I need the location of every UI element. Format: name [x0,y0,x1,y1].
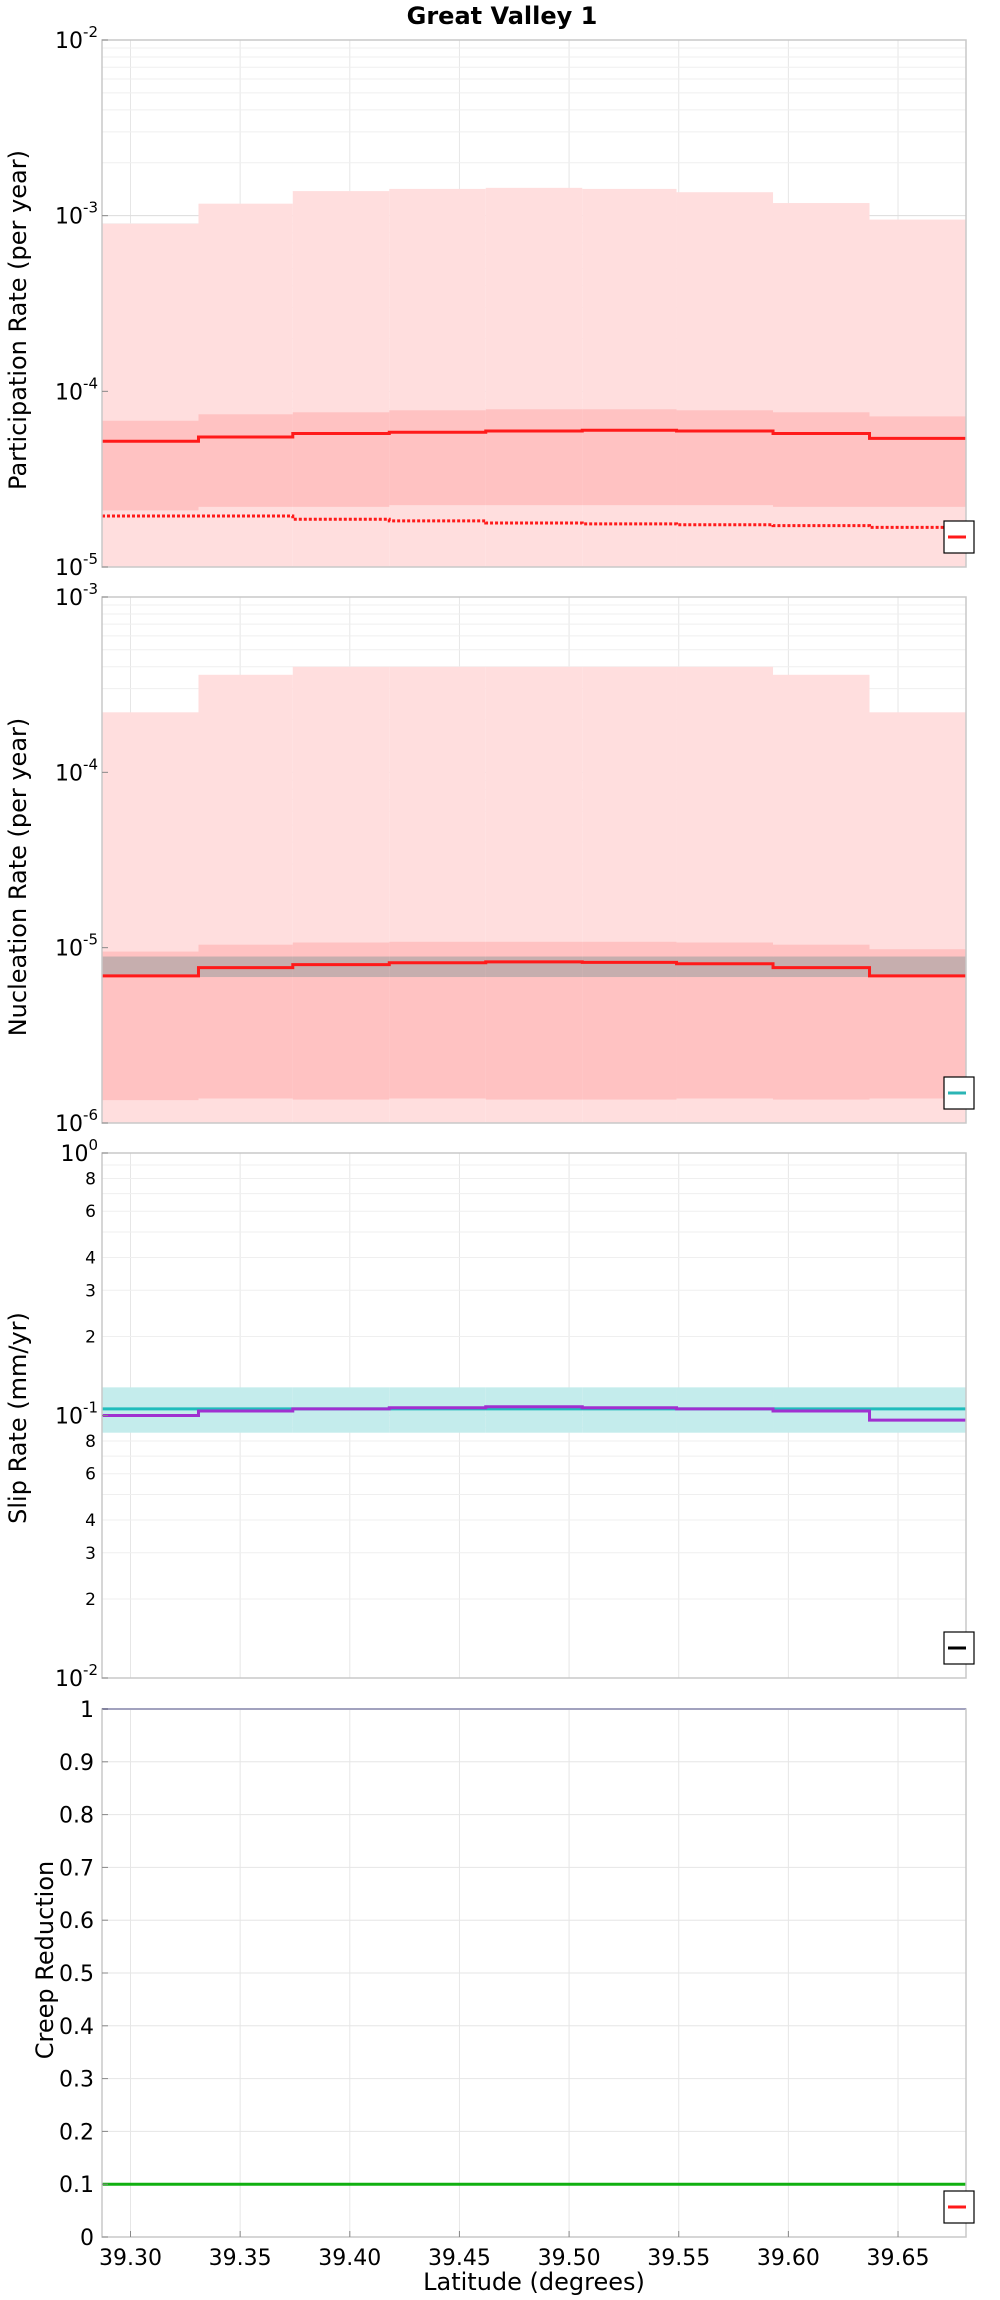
band-segment [676,410,774,506]
band-segment [869,219,966,567]
y-tick-label: 1 [80,1698,94,1723]
y-tick-label: 10-5 [55,550,98,581]
band-segment [102,956,199,978]
y-tick-labels: 0 0.1 0.2 0.3 0.4 0.5 0.6 0.7 0.8 0.9 1 [59,1698,108,2251]
y-tick-label: 0.3 [59,2068,94,2093]
band-segment [389,188,486,568]
y-tick-label: 10-4 [55,374,98,405]
slip-rate-panel: 10-2 10-1 100 2 3 4 6 8 2 3 4 6 8 [55,1136,975,1692]
y-tick-label: 0.1 [59,2173,94,2198]
y-minor-tick-label: 3 [85,1544,96,1564]
y-minor-tick-label: 4 [85,1248,96,1268]
band-segment [869,416,966,507]
band-segment [582,956,677,978]
y-tick-label: 10-2 [55,23,98,54]
x-tick-label: 39.65 [867,2246,930,2271]
y-minor-tick-label: 8 [85,1169,96,1189]
x-tick-label: 39.50 [538,2246,601,2271]
y-minor-tick-label: 2 [85,1590,96,1610]
y-tick-label: 0.7 [59,1856,94,1881]
chart-title: Great Valley 1 [407,2,598,30]
y-tick-labels: 10-6 10-5 10-4 10-3 [55,580,108,1137]
band-segment [869,956,966,978]
band-inner [102,409,966,511]
y-tick-label: 0.4 [59,2015,94,2040]
y-minor-tick-label: 4 [85,1511,96,1531]
y-axis-label: Slip Rate (mm/yr) [4,1312,32,1524]
y-axis-label: Creep Reduction [31,1861,59,2059]
band-segment [198,203,293,567]
y-minor-tick-label: 3 [85,1281,96,1301]
x-tick-label: 39.60 [757,2246,820,2271]
series-line-mean [102,428,966,443]
y-tick-label: 0.9 [59,1751,94,1776]
y-tick-label: 0.6 [59,1909,94,1934]
y-tick-labels: 10-2 10-1 100 2 3 4 6 8 2 3 4 6 8 [55,1136,108,1692]
y-tick-label: 10-5 [55,931,98,962]
y-tick-label: 10-2 [55,1661,98,1692]
plot-frame [101,39,967,568]
plot-frame [101,596,967,1124]
x-tick-label: 39.45 [428,2246,491,2271]
y-minor-tick-label: 6 [85,1202,96,1222]
nucleation-rate-panel: 10-6 10-5 10-4 10-3 [55,580,975,1137]
band-segment [773,203,870,567]
band-segment [292,956,390,978]
x-tick-label: 39.55 [647,2246,710,2271]
band-segment [198,414,293,507]
y-axis-label: Participation Rate (per year) [4,150,32,490]
participation-legend [943,520,975,554]
band-segment [389,410,486,506]
y-tick-label: 10-6 [55,1106,98,1137]
participation-rate-panel: 10-5 10-4 10-3 10-2 [55,23,975,581]
x-tick-label: 39.30 [99,2246,162,2271]
y-minor-tick-label: 8 [85,1432,96,1452]
slip-rate-legend [943,1631,975,1665]
band-segment [485,187,583,567]
y-tick-label: 0 [80,2226,94,2251]
y-tick-label: 10-1 [55,1399,98,1430]
y-minor-tick-label: 6 [85,1465,96,1485]
grid [102,1708,966,2238]
band-segment [676,956,774,978]
y-tick-label: 0.2 [59,2120,94,2145]
y-tick-label: 10-4 [55,755,98,786]
band-segment [485,409,583,506]
band-segment [485,956,583,978]
band-segment [773,412,870,507]
y-tick-label: 10-3 [55,199,98,230]
y-tick-labels: 10-5 10-4 10-3 10-2 [55,23,108,581]
x-axis-label: Latitude (degrees) [423,2268,645,2296]
band-segment [292,412,390,507]
y-minor-tick-label: 2 [85,1327,96,1347]
band-segment [582,409,677,506]
y-tick-label: 10-3 [55,580,98,611]
series-line-dotted [102,514,966,529]
y-tick-label: 0.5 [59,1962,94,1987]
y-tick-label: 0.8 [59,1804,94,1829]
series-line-solution [102,1405,966,1422]
band-segment [676,192,774,568]
series-line-mean [102,960,966,978]
x-tick-label: 39.35 [209,2246,272,2271]
band-segment [582,188,677,568]
band-segment [102,420,199,511]
y-tick-label: 100 [60,1136,98,1167]
y-axis-label: Nucleation Rate (per year) [4,718,32,1037]
band-segment [292,191,390,567]
band-outer [102,187,966,568]
x-tick-label: 39.40 [318,2246,381,2271]
x-tick-labels: 39.30 39.35 39.40 39.45 39.50 39.55 39.60 39.65 [99,2231,930,2271]
nucleation-legend [943,1076,975,1110]
creep-legend [943,2190,975,2224]
band-segment [389,956,486,978]
